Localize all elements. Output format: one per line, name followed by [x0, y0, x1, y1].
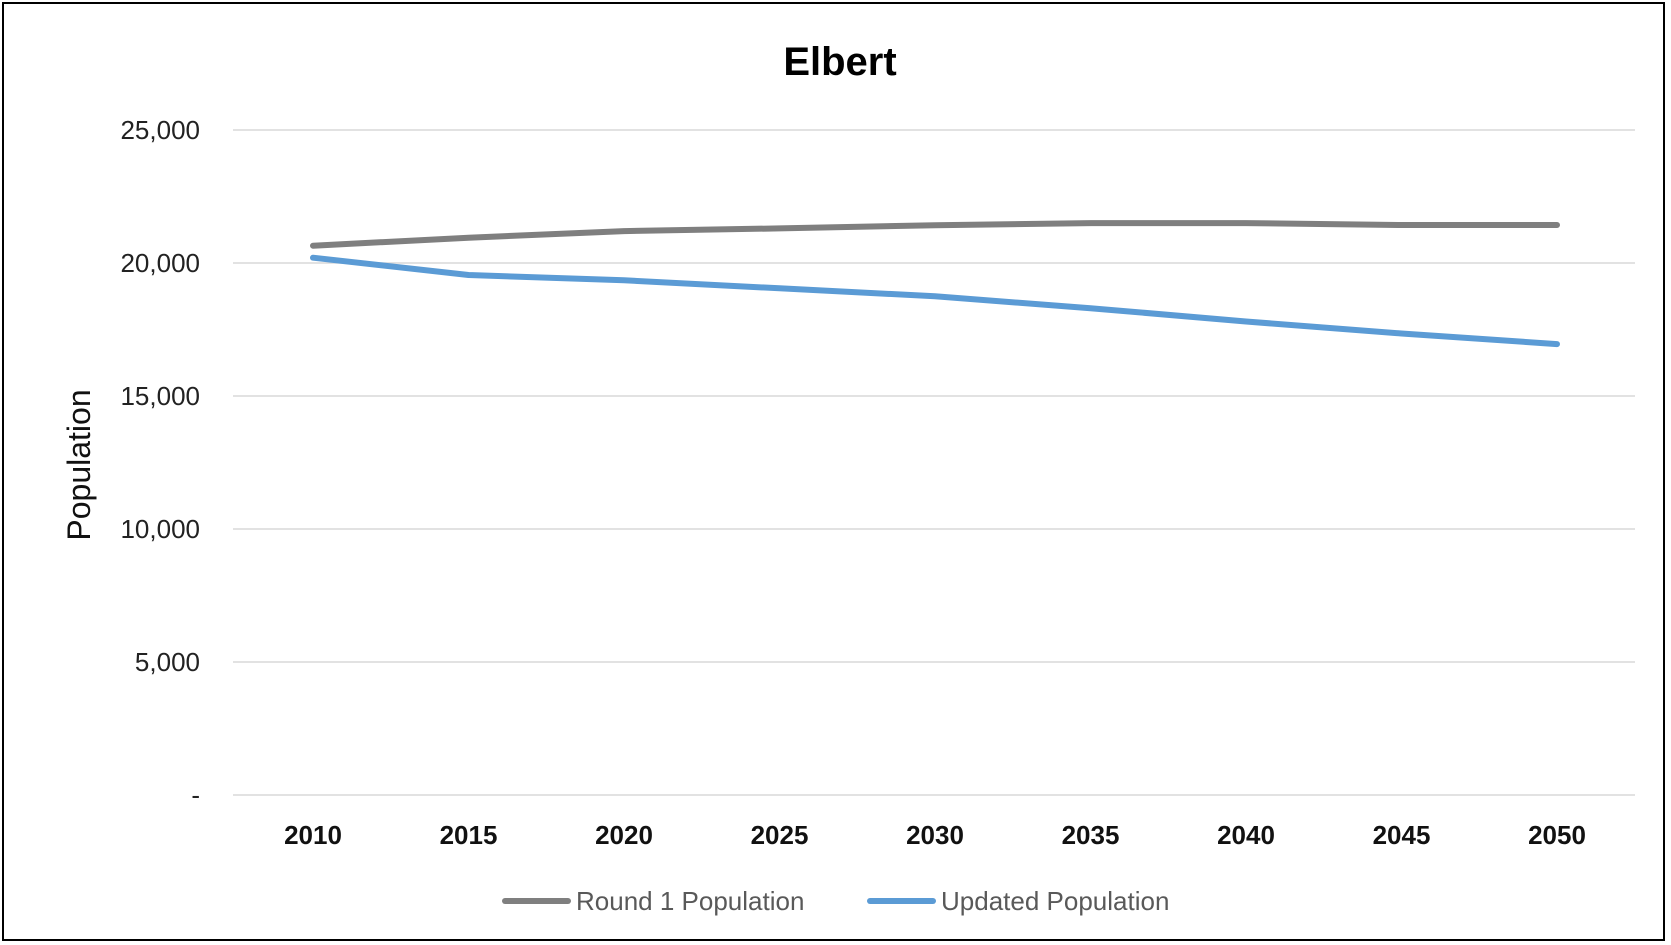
y-tick-label: 25,000: [120, 115, 200, 145]
y-tick-label: -: [191, 780, 200, 810]
series-line-2: [310, 254, 1560, 348]
x-tick-label: 2050: [1528, 820, 1586, 850]
y-tick-label: 10,000: [120, 514, 200, 544]
x-tick-label: 2035: [1062, 820, 1120, 850]
x-tick-label: 2025: [751, 820, 809, 850]
legend: Round 1 Population Updated Population: [502, 886, 1169, 916]
chart-title: Elbert: [783, 40, 896, 84]
y-tick-label: 5,000: [135, 647, 200, 677]
x-axis-ticks: 2010 2015 2020 2025 2030 2035 2040 2045 2050: [284, 820, 1586, 850]
gridlines: [233, 129, 1635, 796]
x-tick-label: 2040: [1217, 820, 1275, 850]
x-tick-label: 2045: [1373, 820, 1431, 850]
y-axis-ticks: - 5,000 10,000 15,000 20,000 25,000: [120, 115, 200, 810]
y-tick-label: 20,000: [120, 248, 200, 278]
x-tick-label: 2030: [906, 820, 964, 850]
y-axis-label: Population: [61, 389, 97, 540]
x-tick-label: 2015: [440, 820, 498, 850]
x-tick-label: 2010: [284, 820, 342, 850]
legend-label: Round 1 Population: [576, 886, 804, 916]
series-line-1: [310, 220, 1560, 249]
y-tick-label: 15,000: [120, 381, 200, 411]
x-tick-label: 2020: [595, 820, 653, 850]
series-lines: [310, 220, 1560, 348]
legend-label: Updated Population: [941, 886, 1169, 916]
